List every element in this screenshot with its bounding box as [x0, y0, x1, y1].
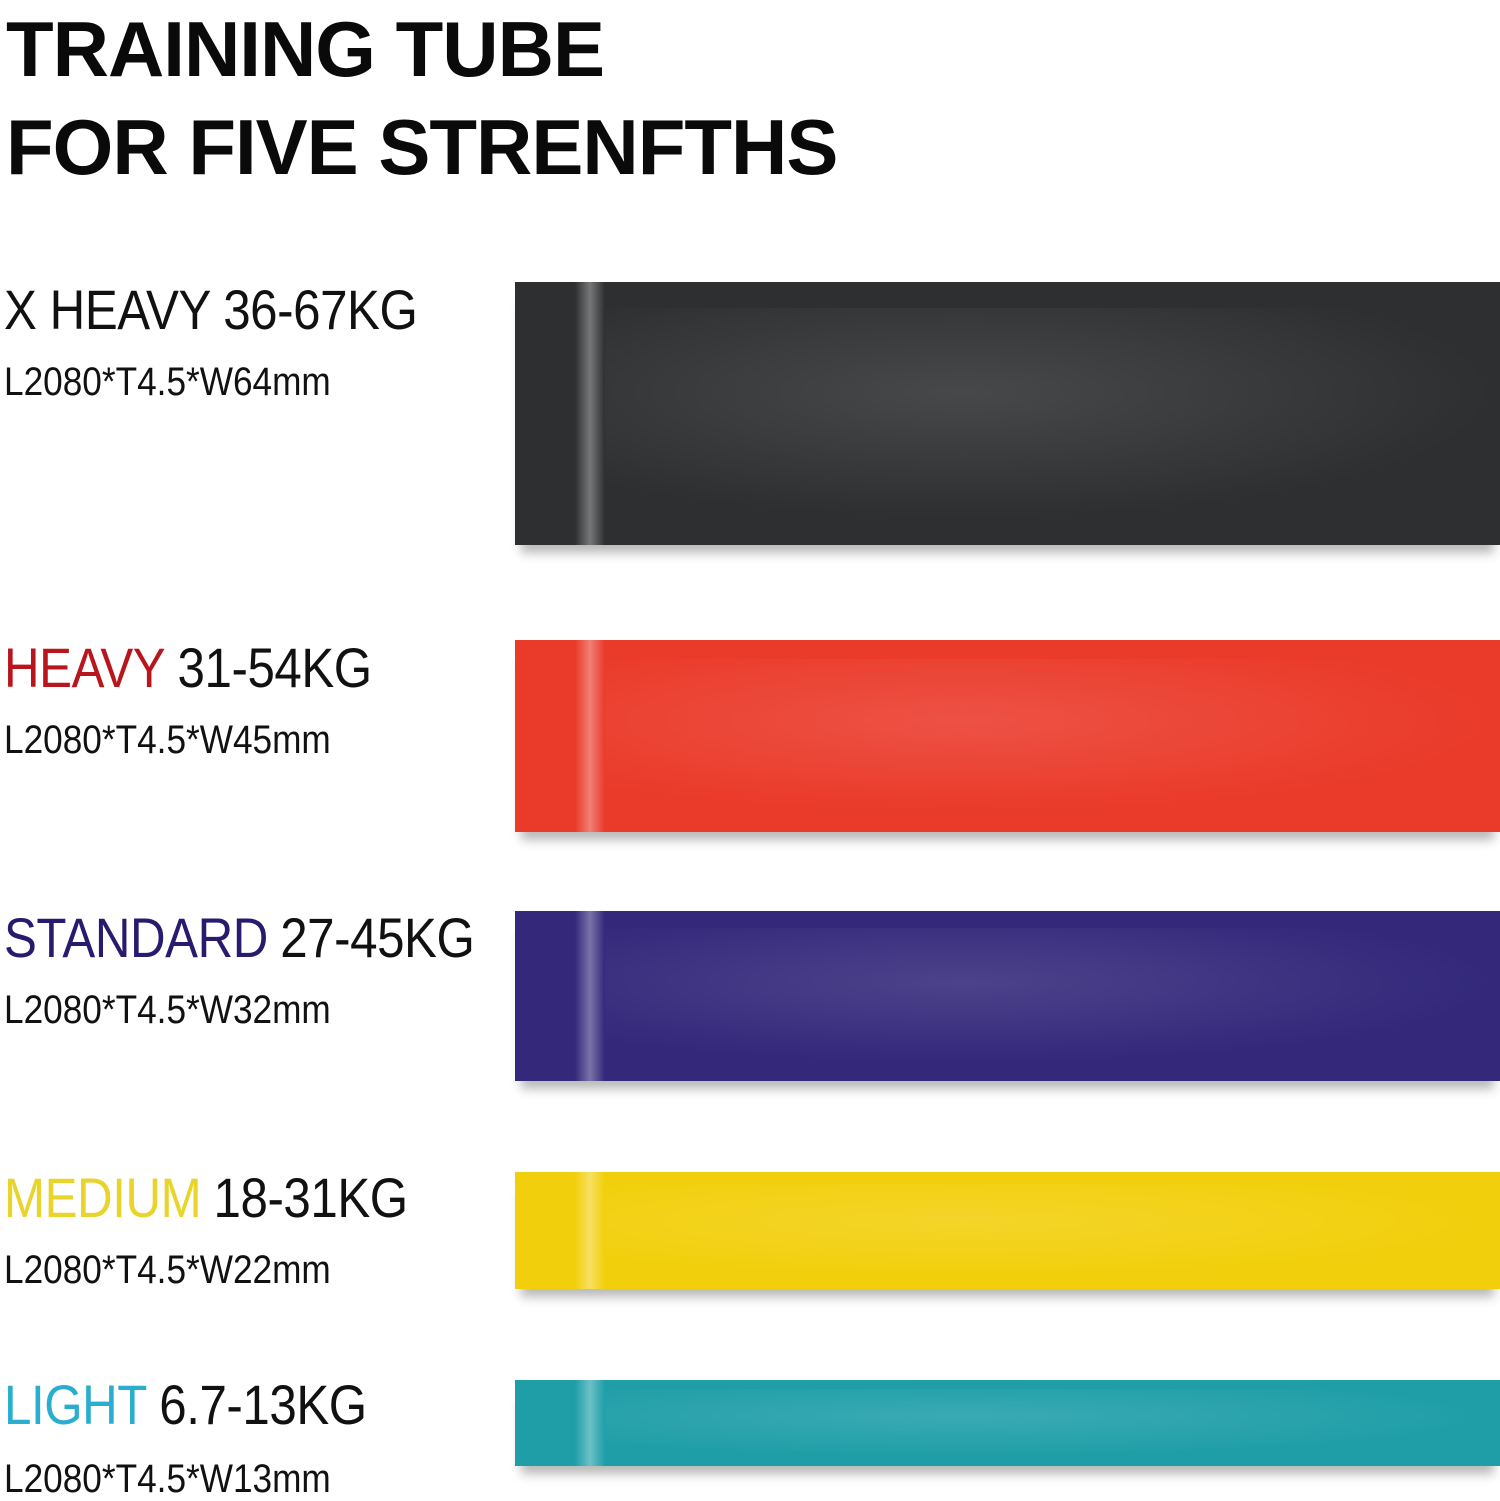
title-line-1: TRAINING TUBE	[6, 5, 605, 93]
band-name: MEDIUM	[4, 1166, 202, 1229]
band-label: STANDARD 27-45KG	[4, 906, 475, 969]
band-spec: L2080*T4.5*W32mm	[4, 988, 331, 1032]
band-range: 18-31KG	[213, 1166, 409, 1229]
band-spec: L2080*T4.5*W22mm	[4, 1248, 331, 1292]
band-range: 6.7-13KG	[159, 1373, 367, 1436]
band-spec: L2080*T4.5*W45mm	[4, 718, 331, 762]
band-swatch	[515, 282, 1500, 545]
band-name: LIGHT	[4, 1373, 147, 1436]
band-swatch	[515, 1380, 1500, 1466]
band-swatch	[515, 1172, 1500, 1289]
band-range: 27-45KG	[280, 906, 475, 969]
title-line-2: FOR FIVE STRENFTHS	[6, 103, 838, 191]
band-range: 36-67KG	[223, 278, 418, 341]
band-label: LIGHT 6.7-13KG	[4, 1375, 367, 1435]
band-spec: L2080*T4.5*W64mm	[4, 360, 331, 404]
band-range: 31-54KG	[177, 636, 373, 699]
band-swatch	[515, 911, 1500, 1081]
band-name: X HEAVY	[4, 278, 211, 341]
page-title: TRAINING TUBE FOR FIVE STRENFTHS	[6, 0, 838, 196]
band-label: MEDIUM 18-31KG	[4, 1168, 408, 1228]
band-swatch	[515, 640, 1500, 832]
band-label: X HEAVY 36-67KG	[4, 278, 418, 341]
band-name: HEAVY	[4, 636, 166, 699]
band-spec: L2080*T4.5*W13mm	[4, 1457, 331, 1501]
band-name: STANDARD	[4, 906, 268, 969]
band-label: HEAVY 31-54KG	[4, 638, 372, 698]
